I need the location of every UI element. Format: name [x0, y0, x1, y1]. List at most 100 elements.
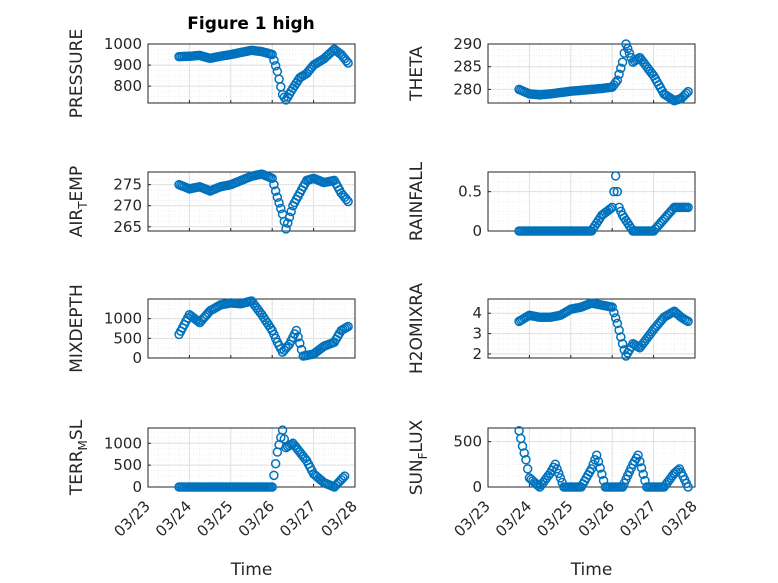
data-point [612, 186, 623, 197]
y-axis-label-main: SUN [407, 459, 427, 495]
series-markers [514, 39, 693, 106]
data-point [683, 482, 693, 492]
x-axis-label: Time [230, 560, 273, 580]
data-point [612, 75, 623, 86]
y-axis-label-tail: EMP [67, 166, 87, 202]
data-point [269, 179, 279, 190]
data-point [267, 49, 277, 60]
data-point [341, 56, 352, 66]
data-point [616, 63, 626, 73]
data-point [284, 212, 295, 223]
y-axis-label: RAINFALL [407, 161, 427, 241]
data-point [295, 338, 305, 348]
y-axis-label: H2OMIXRA [407, 283, 427, 374]
ytick-label: 280 [453, 80, 482, 98]
data-point [614, 325, 624, 335]
ytick-label: 270 [113, 197, 142, 215]
data-point [193, 316, 203, 327]
data-point [681, 88, 692, 99]
axes-frame [487, 427, 696, 488]
ytick-label: 4 [472, 304, 482, 322]
y-axis-label-main: MIXDEPTH [67, 284, 87, 373]
data-point [553, 468, 564, 479]
data-point [609, 186, 619, 197]
ytick-label: 500 [453, 433, 482, 451]
data-point [279, 434, 290, 444]
data-point [683, 202, 693, 213]
data-point [521, 455, 531, 465]
ytick-label: 0 [132, 478, 142, 496]
series-markers [514, 171, 693, 236]
data-point [616, 332, 626, 342]
y-axis-label-main: THETA [407, 46, 427, 102]
data-point [683, 86, 693, 97]
series-markers [514, 425, 693, 492]
y-axis-label: THETA [407, 46, 427, 102]
y-axis-label: PRESSURE [67, 29, 87, 118]
data-point [270, 186, 281, 196]
data-point [555, 473, 566, 483]
data-point [610, 77, 621, 88]
data-point [269, 470, 279, 481]
y-axis-label: SUNFLUX [407, 419, 430, 495]
data-point [621, 39, 631, 49]
data-point [286, 206, 296, 217]
data-point [633, 450, 643, 460]
data-point [550, 459, 561, 470]
y-axis-label-main: PRESSURE [67, 29, 87, 118]
data-point [591, 450, 602, 460]
data-point [276, 203, 286, 214]
data-point [338, 473, 348, 483]
subplot-airtemp: 265 270 275 AIRTEMP [67, 166, 356, 237]
subplot-pressure: 800 900 1000 PRESSURE [67, 29, 356, 118]
data-point [269, 55, 279, 65]
data-point [274, 198, 284, 208]
x-axis-label: Time [570, 560, 613, 580]
data-point [595, 463, 605, 473]
data-point [272, 192, 283, 203]
y-axis-label-main: TERR [67, 450, 87, 496]
data-point [609, 307, 619, 318]
y-axis-label-main: H2OMIXRA [407, 283, 427, 374]
data-point [270, 458, 281, 469]
ytick-label: 500 [113, 329, 142, 347]
data-point [270, 61, 281, 71]
y-axis-label-main: AIR [67, 209, 87, 238]
ytick-label: 285 [453, 58, 482, 76]
series-markers [514, 298, 693, 361]
data-point [343, 321, 353, 332]
data-point [605, 203, 616, 214]
data-point [638, 469, 648, 480]
data-point [612, 318, 623, 329]
ytick-label: 265 [113, 218, 142, 236]
ytick-label: 1000 [104, 310, 142, 328]
data-point [291, 325, 302, 336]
y-axis-label-tail: SL [67, 419, 87, 440]
y-axis-label-subscript: M [76, 440, 90, 450]
y-axis-label: AIRTEMP [67, 166, 90, 237]
ytick-label: 1000 [104, 434, 142, 452]
y-axis-label: MIXDEPTH [67, 284, 87, 373]
series-markers [174, 296, 353, 361]
data-point [267, 482, 277, 492]
ytick-label: 0 [472, 478, 482, 496]
data-point [617, 339, 628, 349]
subplot-rainfall: 0 0.5 RAINFALL [407, 161, 696, 241]
y-axis-label-subscript: T [76, 201, 90, 210]
series-markers [174, 425, 350, 492]
data-point [343, 196, 353, 207]
data-point [610, 171, 621, 181]
axes-frame [147, 43, 356, 104]
series-markers [174, 169, 353, 234]
ytick-label: 500 [113, 456, 142, 474]
ytick-label: 3 [472, 325, 482, 343]
data-point [267, 173, 277, 184]
ytick-label: 290 [453, 35, 482, 53]
ytick-label: 1000 [104, 35, 142, 53]
series-markers [174, 44, 353, 105]
data-point [683, 316, 693, 327]
y-axis-label: TERRMSL [67, 419, 90, 496]
data-point [341, 194, 352, 205]
